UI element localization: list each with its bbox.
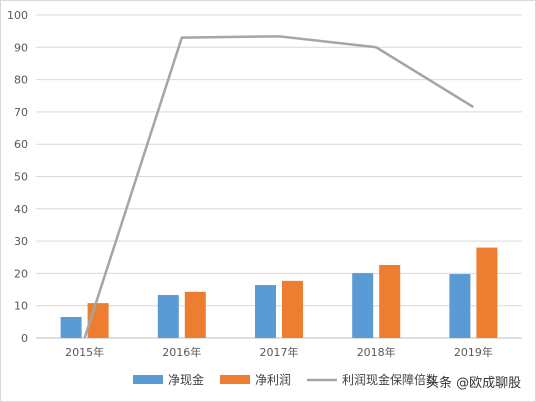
y-tick-label: 70: [14, 106, 28, 119]
bar: [449, 274, 471, 338]
bar: [476, 247, 498, 338]
bar: [282, 280, 303, 338]
bar: [60, 317, 82, 338]
y-tick-label: 0: [21, 332, 28, 345]
bar: [184, 291, 206, 338]
y-tick-label: 80: [14, 74, 28, 87]
bar: [157, 295, 179, 338]
legend-label: 利润现金保障倍数: [342, 372, 438, 387]
x-tick-label: 2015年: [65, 345, 104, 359]
y-tick-label: 30: [14, 235, 28, 248]
y-tick-label: 100: [7, 9, 28, 22]
legend-label: 净现金: [168, 372, 204, 387]
bar: [255, 285, 276, 338]
y-tick-label: 10: [14, 300, 28, 313]
line-series: [83, 35, 475, 339]
legend-swatch: [133, 375, 163, 384]
legend-swatch: [220, 375, 250, 384]
legend-label: 净利润: [255, 373, 291, 387]
x-tick-label: 2016年: [162, 345, 201, 359]
y-tick-label: 40: [14, 203, 28, 216]
x-tick-label: 2019年: [454, 345, 493, 359]
bar: [352, 273, 374, 338]
bar: [379, 265, 401, 338]
y-tick-label: 60: [14, 138, 28, 151]
watermark-text: 头条 @欧成聊股: [426, 376, 522, 391]
x-tick-label: 2018年: [357, 345, 396, 359]
y-tick-label: 20: [14, 267, 28, 280]
x-tick-label: 2017年: [260, 345, 299, 359]
y-tick-label: 50: [14, 171, 28, 184]
y-tick-label: 90: [14, 41, 28, 54]
